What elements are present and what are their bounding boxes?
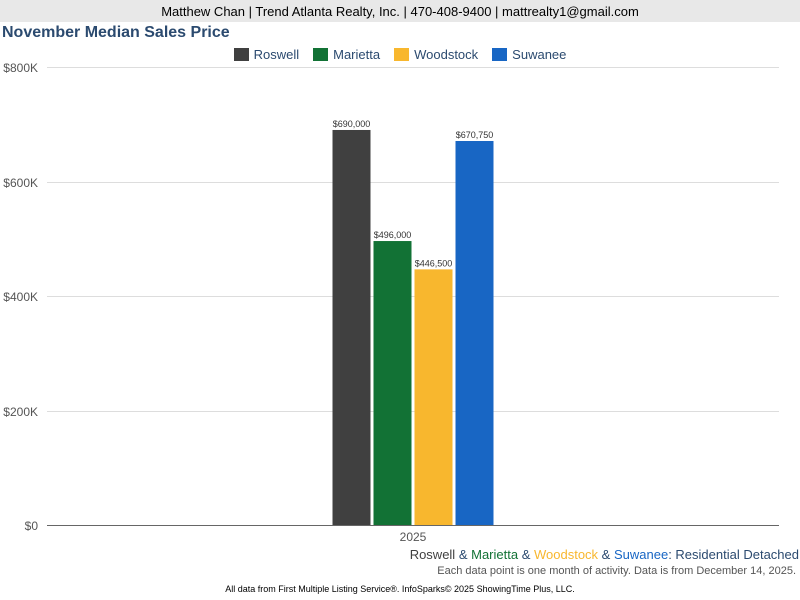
data-note: Each data point is one month of activity…: [437, 565, 796, 577]
legend-item-suwanee[interactable]: Suwanee: [492, 47, 566, 62]
subtitle-part: Suwanee: [613, 547, 669, 562]
subtitle-part: &: [518, 547, 534, 562]
chart-legend: Roswell Marietta Woodstock Suwanee: [0, 45, 800, 63]
y-tick-label-400k: $400K: [3, 290, 38, 304]
bars: [332, 129, 494, 526]
legend-swatch: [233, 47, 249, 61]
bar-value-label-roswell: $690,000: [333, 119, 371, 129]
bar-marietta[interactable]: [373, 241, 412, 526]
legend-swatch: [313, 47, 329, 61]
chart-subtitle: Roswell & Marietta & Woodstock & Suwanee…: [410, 547, 799, 562]
bar-value-labels: $690,000 $496,000 $446,500 $670,750: [333, 119, 494, 268]
contact-text: Matthew Chan | Trend Atlanta Realty, Inc…: [161, 3, 639, 19]
y-tick-label-600k: $600K: [3, 176, 38, 190]
subtitle-part: &: [455, 547, 472, 562]
y-tick-label-0: $0: [24, 519, 38, 533]
bar-woodstock[interactable]: [414, 269, 453, 525]
chart-title: November Median Sales Price: [2, 24, 230, 41]
contact-bar: Matthew Chan | Trend Atlanta Realty, Inc…: [0, 0, 800, 22]
bar-roswell[interactable]: [332, 129, 371, 525]
legend-item-woodstock[interactable]: Woodstock: [394, 47, 478, 62]
subtitle-part: : Residential Detached: [668, 547, 799, 562]
legend-label: Roswell: [253, 46, 300, 62]
bar-value-label-marietta: $496,000: [374, 230, 412, 240]
y-tick-label-200k: $200K: [3, 405, 38, 419]
legend-label: Suwanee: [512, 46, 567, 62]
gridlines: [47, 67, 779, 526]
legend-label: Marietta: [333, 46, 381, 62]
legend-item-marietta[interactable]: Marietta: [313, 47, 380, 62]
legend-swatch: [394, 47, 410, 61]
subtitle-part: &: [598, 547, 614, 562]
bar-value-label-suwanee: $670,750: [456, 130, 494, 140]
legend-swatch: [492, 47, 508, 61]
subtitle-part: Roswell: [409, 547, 456, 562]
bar-value-label-woodstock: $446,500: [415, 258, 453, 268]
subtitle-part: Woodstock: [533, 547, 599, 562]
bar-suwanee[interactable]: [455, 140, 494, 526]
x-category-label: 2025: [400, 530, 427, 544]
legend-label: Woodstock: [414, 46, 479, 62]
subtitle-part: Marietta: [471, 547, 519, 562]
footer-credit: All data from First Multiple Listing Ser…: [225, 584, 575, 594]
legend-item-roswell[interactable]: Roswell: [233, 46, 300, 62]
y-tick-label-800k: $800K: [3, 61, 38, 75]
